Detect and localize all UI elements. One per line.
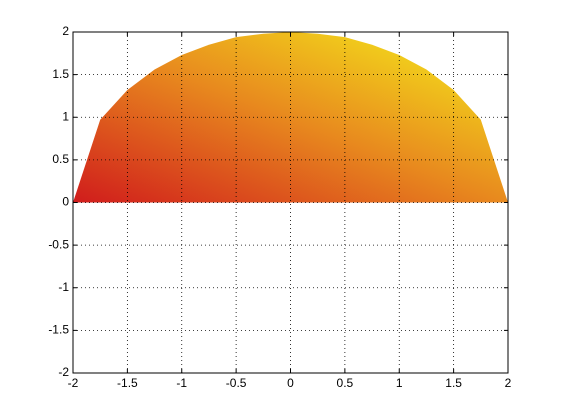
- y-tick-label: 1.5: [52, 67, 69, 81]
- x-tick-label: 2: [505, 376, 512, 390]
- x-tick-label: -1.5: [117, 376, 138, 390]
- y-tick-label: -0.5: [48, 237, 69, 251]
- y-tick-label: -2: [58, 365, 69, 379]
- x-tick-label: 0: [287, 376, 294, 390]
- axes-box: [72, 31, 509, 374]
- x-tick-label: 0.5: [337, 376, 354, 390]
- y-tick-label: -1: [58, 280, 69, 294]
- y-tick-label: -1.5: [48, 323, 69, 337]
- y-tick-label: 0.5: [52, 152, 69, 166]
- x-tick-label: 1: [396, 376, 403, 390]
- y-tick-label: 1: [62, 109, 69, 123]
- x-tick-label: 1.5: [445, 376, 462, 390]
- y-tick-label: 2: [62, 24, 69, 38]
- x-tick-label: -2: [68, 376, 79, 390]
- x-tick-label: -0.5: [226, 376, 247, 390]
- y-tick-label: 0: [62, 195, 69, 209]
- x-tick-label: -1: [176, 376, 187, 390]
